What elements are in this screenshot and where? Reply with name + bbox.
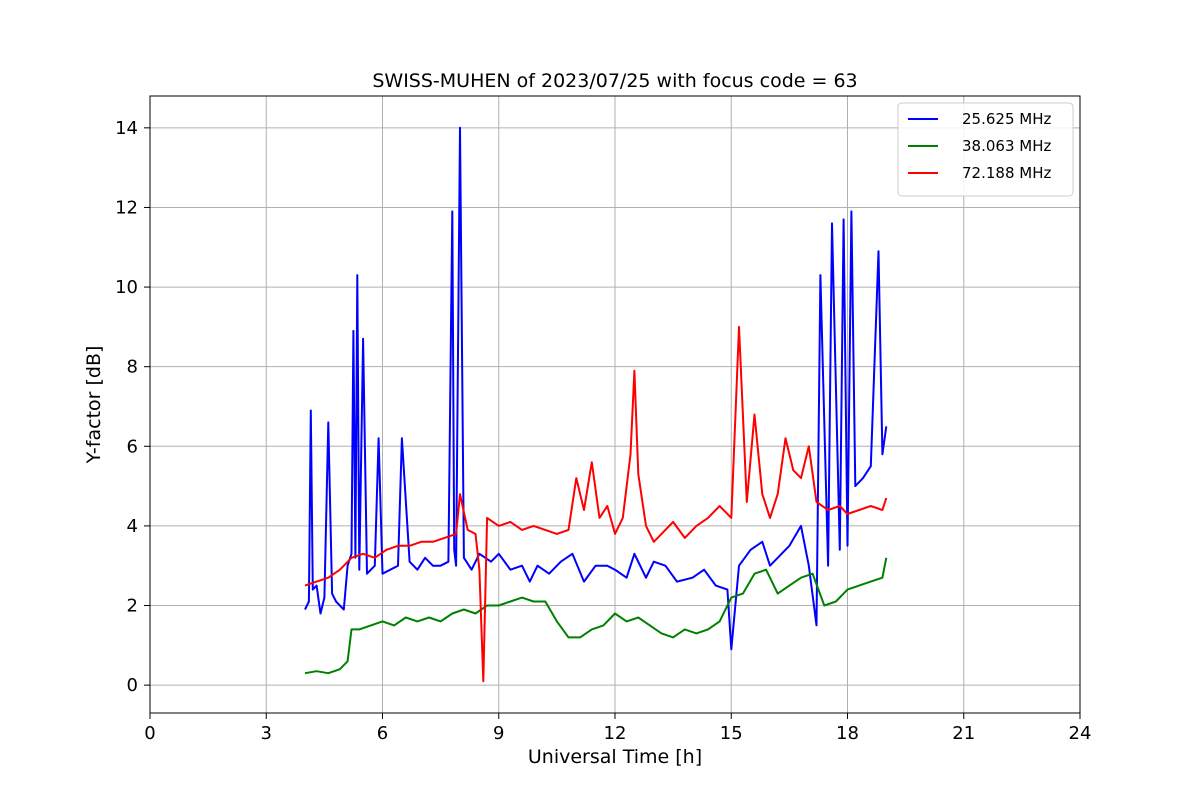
x-tick-label: 15: [720, 723, 743, 744]
series-line-3: [304, 325, 888, 683]
y-tick-label: 12: [115, 197, 138, 218]
legend: 25.625 MHz 38.063 MHz 72.188 MHz: [897, 102, 1074, 197]
y-tick-label: 14: [115, 118, 138, 139]
x-tick-label: 0: [144, 723, 155, 744]
x-axis-title: Universal Time [h]: [528, 746, 702, 768]
x-tick-label: 12: [604, 723, 627, 744]
y-axis-title: Y-factor [dB]: [83, 346, 105, 465]
legend-box: [897, 102, 1074, 197]
y-tick-label: 10: [115, 277, 138, 298]
legend-label: 72.188 MHz: [962, 164, 1051, 182]
x-tick-label: 21: [952, 723, 975, 744]
y-tick-label: 2: [127, 596, 138, 617]
y-tick-label: 0: [127, 675, 138, 696]
y-tick-label: 8: [127, 357, 138, 378]
series-line-2: [304, 557, 888, 675]
x-tick-label: 3: [261, 723, 272, 744]
legend-label: 25.625 MHz: [962, 110, 1051, 128]
y-tick-label: 4: [127, 516, 138, 537]
legend-label: 38.063 MHz: [962, 137, 1051, 155]
series-line-1: [304, 126, 888, 651]
chart-title: SWISS-MUHEN of 2023/07/25 with focus cod…: [372, 70, 857, 92]
x-tick-label: 18: [836, 723, 859, 744]
x-tick-label: 6: [377, 723, 388, 744]
x-tick-label: 24: [1069, 723, 1092, 744]
x-tick-label: 9: [493, 723, 504, 744]
y-tick-label: 6: [127, 436, 138, 457]
series-layer: [304, 126, 888, 683]
